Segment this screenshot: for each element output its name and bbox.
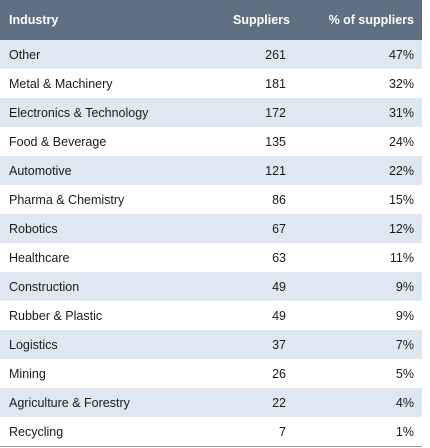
cell-suppliers: 121 (265, 163, 286, 178)
table-row: Recycling 7 1% (0, 417, 422, 447)
cell-suppliers: 49 (272, 308, 286, 323)
cell-industry: Recycling (9, 424, 64, 439)
cell-percent: 31% (388, 105, 414, 120)
industry-suppliers-table: Industry Suppliers % of suppliers Other 2… (0, 0, 422, 447)
table-row: Mining 26 5% (0, 359, 422, 388)
cell-industry: Pharma & Chemistry (9, 192, 125, 207)
cell-percent: 24% (388, 134, 414, 149)
table-row: Logistics 37 7% (0, 330, 422, 359)
cell-percent: 5% (395, 366, 414, 381)
cell-percent: 32% (388, 76, 414, 91)
table-row: Robotics 67 12% (0, 214, 422, 243)
cell-suppliers: 63 (272, 250, 286, 265)
cell-suppliers: 86 (272, 192, 286, 207)
cell-percent: 1% (395, 424, 414, 439)
table-row: Construction 49 9% (0, 272, 422, 301)
cell-industry: Healthcare (9, 250, 70, 265)
cell-industry: Electronics & Technology (9, 105, 149, 120)
cell-industry: Rubber & Plastic (9, 308, 103, 323)
table-row: Other 261 47% (0, 40, 422, 69)
cell-suppliers: 22 (272, 395, 286, 410)
table-row: Food & Beverage 135 24% (0, 127, 422, 156)
cell-suppliers: 37 (272, 337, 286, 352)
column-header-suppliers: Suppliers (233, 13, 290, 27)
column-header-industry: Industry (9, 13, 59, 27)
cell-industry: Agriculture & Forestry (9, 395, 130, 410)
cell-suppliers: 26 (272, 366, 286, 381)
table-row: Electronics & Technology 172 31% (0, 98, 422, 127)
cell-percent: 9% (395, 279, 414, 294)
cell-percent: 11% (389, 250, 414, 265)
table-body: Other 261 47% Metal & Machinery 181 32% Electr… (0, 40, 422, 447)
cell-industry: Food & Beverage (9, 134, 107, 149)
cell-industry: Automotive (9, 163, 72, 178)
cell-industry: Metal & Machinery (9, 76, 113, 91)
cell-percent: 15% (388, 192, 414, 207)
cell-industry: Other (9, 47, 41, 62)
table-row: Pharma & Chemistry 86 15% (0, 185, 422, 214)
table-row: Agriculture & Forestry 22 4% (0, 388, 422, 417)
table-row: Rubber & Plastic 49 9% (0, 301, 422, 330)
cell-percent: 7% (395, 337, 414, 352)
table-row: Healthcare 63 11% (0, 243, 422, 272)
cell-industry: Logistics (9, 337, 58, 352)
cell-percent: 9% (395, 308, 414, 323)
cell-industry: Mining (9, 366, 46, 381)
cell-suppliers: 172 (265, 105, 286, 120)
cell-percent: 12% (388, 221, 414, 236)
cell-industry: Construction (9, 279, 80, 294)
cell-suppliers: 135 (265, 134, 286, 149)
cell-suppliers: 49 (272, 279, 286, 294)
cell-suppliers: 7 (279, 424, 286, 439)
cell-percent: 4% (395, 395, 414, 410)
cell-percent: 47% (388, 47, 414, 62)
table-row: Metal & Machinery 181 32% (0, 69, 422, 98)
cell-suppliers: 181 (265, 76, 286, 91)
cell-suppliers: 261 (265, 47, 286, 62)
table-header: Industry Suppliers % of suppliers (0, 0, 422, 40)
cell-industry: Robotics (9, 221, 58, 236)
column-header-percent: % of suppliers (328, 13, 414, 27)
table-row: Automotive 121 22% (0, 156, 422, 185)
cell-percent: 22% (388, 163, 414, 178)
cell-suppliers: 67 (272, 221, 286, 236)
